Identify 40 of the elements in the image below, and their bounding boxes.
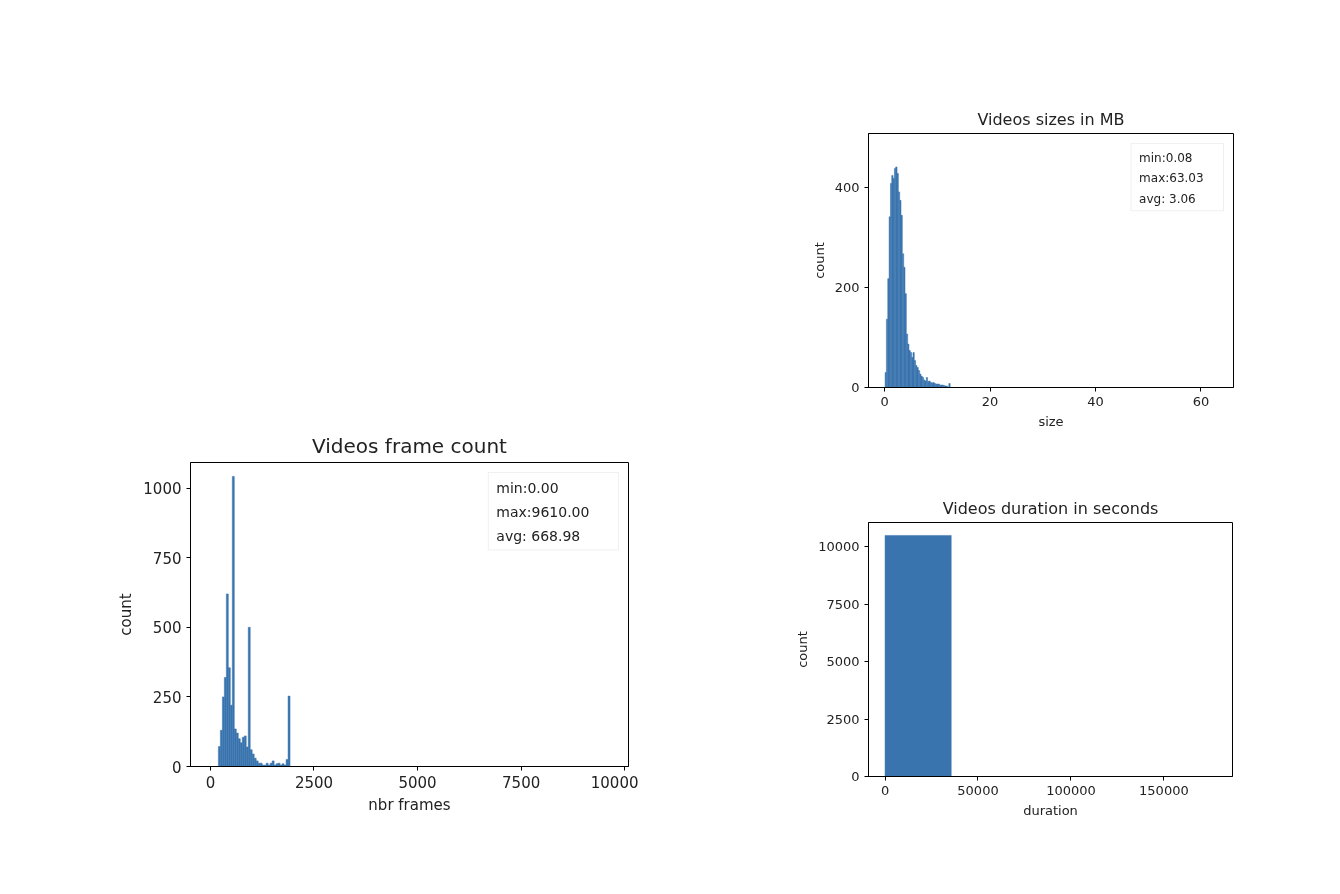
y-axis-title: count: [811, 242, 827, 279]
y-tick-label: 7500: [826, 596, 860, 612]
y-tick-label: 5000: [826, 654, 860, 670]
y-tick-label: 250: [152, 688, 182, 707]
chart-title: Videos frame count: [312, 433, 508, 458]
x-tick-label: 0: [880, 393, 889, 409]
x-tick-label: 2500: [294, 773, 334, 792]
annotation: avg: 668.98: [496, 528, 581, 544]
x-tick-label: 5000: [398, 773, 437, 792]
chart-title: Videos sizes in MB: [977, 109, 1125, 129]
y-axis-title: count: [117, 593, 136, 636]
y-axis-title: count: [795, 631, 811, 668]
y-tick-label: 500: [152, 619, 182, 638]
x-tick-label: 10000: [590, 773, 639, 792]
x-axis-title: size: [1038, 413, 1064, 429]
chart-title: Videos duration in seconds: [942, 498, 1159, 518]
annotation: max:9610.00: [496, 504, 590, 521]
x-tick-label: 0: [205, 773, 216, 792]
y-tick-label: 1000: [143, 480, 182, 499]
annotation: avg: 3.06: [1139, 191, 1196, 206]
y-tick-label: 400: [834, 180, 860, 196]
y-tick-label: 0: [851, 380, 860, 395]
annotation: max:63.03: [1139, 171, 1204, 186]
annotation: min:0.08: [1139, 150, 1193, 165]
y-tick-label: 750: [152, 549, 182, 568]
y-tick-label: 2500: [826, 711, 860, 727]
annotation: min:0.00: [496, 480, 559, 497]
x-axis-title: nbr frames: [368, 795, 451, 814]
y-tick-label: 10000: [818, 539, 860, 555]
x-tick-label: 50000: [957, 782, 999, 798]
y-tick-label: 0: [171, 758, 182, 777]
x-tick-label: 7500: [502, 773, 541, 792]
x-tick-label: 0: [880, 782, 890, 798]
x-tick-label: 100000: [1046, 782, 1096, 798]
x-tick-label: 20: [981, 393, 999, 409]
x-tick-label: 150000: [1139, 782, 1189, 798]
x-tick-label: 60: [1192, 393, 1210, 409]
x-axis-title: duration: [1023, 802, 1078, 818]
y-tick-label: 200: [834, 280, 860, 296]
x-tick-label: 40: [1087, 393, 1104, 409]
